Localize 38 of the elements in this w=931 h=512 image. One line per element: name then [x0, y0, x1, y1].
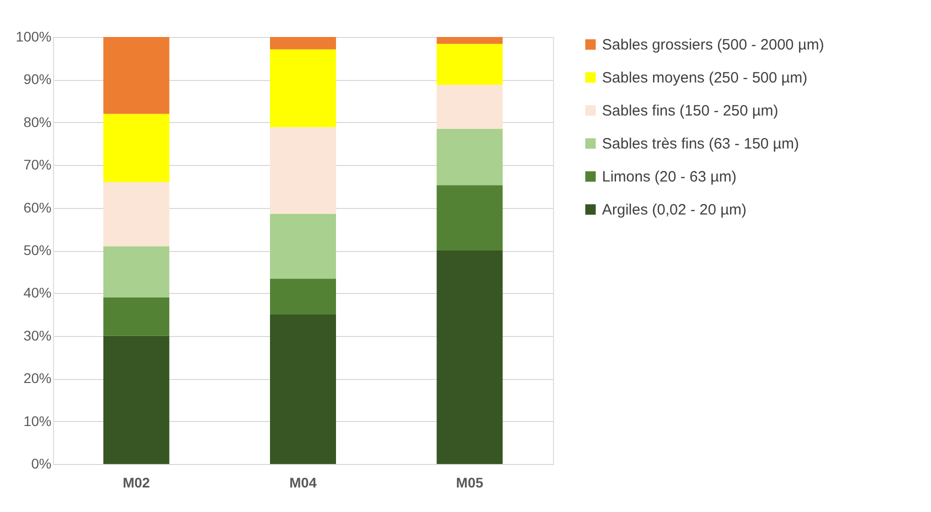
y-tick-label: 60% — [23, 199, 52, 216]
bar — [270, 314, 336, 464]
bar — [436, 185, 503, 250]
x-tick-label: M04 — [289, 474, 317, 490]
bar — [436, 44, 503, 85]
bar — [103, 37, 170, 114]
bar — [270, 127, 336, 214]
y-tick-label: 90% — [23, 71, 52, 88]
bar — [270, 37, 336, 50]
legend-label: Limons (20 - 63 µm) — [602, 168, 737, 186]
bar — [436, 250, 503, 464]
bar — [103, 246, 170, 298]
bar — [103, 182, 170, 246]
bar — [103, 336, 170, 464]
y-tick-label: 70% — [23, 156, 52, 173]
y-tick-label: 10% — [23, 412, 52, 429]
legend-label: Sables fins (150 - 250 µm) — [602, 102, 778, 120]
legend-label: Sables très fins (63 - 150 µm) — [602, 136, 800, 152]
y-tick-label: 0% — [31, 456, 52, 472]
bar — [103, 297, 170, 336]
y-tick-label: 100% — [16, 28, 52, 44]
y-tick-label: 30% — [23, 327, 52, 344]
y-tick-label: 40% — [23, 284, 52, 301]
bar — [103, 114, 170, 182]
x-tick-label: M02 — [122, 474, 150, 490]
bar — [436, 128, 503, 186]
bar — [270, 49, 336, 128]
bar — [270, 278, 336, 315]
bar — [270, 214, 336, 279]
legend-label: Sables grossiers (500 - 2000 µm) — [602, 36, 824, 54]
y-tick-label: 80% — [23, 114, 52, 130]
y-tick-label: 20% — [23, 370, 52, 386]
x-tick-label: M05 — [456, 474, 484, 490]
legend-label: Sables moyens (250 - 500 µm) — [602, 70, 808, 86]
legend-label: Argiles (0,02 - 20 µm) — [602, 202, 747, 218]
y-tick-label: 50% — [23, 242, 52, 258]
bar — [436, 37, 503, 44]
bar — [436, 84, 503, 129]
